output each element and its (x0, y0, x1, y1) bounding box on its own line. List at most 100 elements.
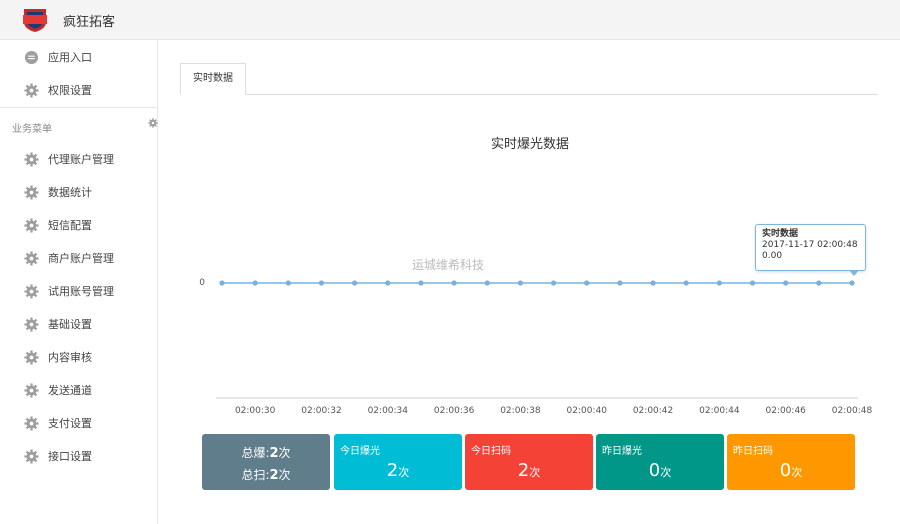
data-point[interactable] (318, 280, 325, 286)
sidebar-item-app-entry[interactable]: 应用入口 (0, 42, 157, 72)
sidebar-item-api-settings[interactable]: 接口设置 (0, 441, 157, 471)
card-label: 昨日扫码 (733, 446, 773, 457)
card-unit: 次 (660, 466, 672, 479)
data-point[interactable] (650, 280, 656, 286)
chart-title: 实时爆光数据 (490, 137, 569, 152)
sidebar-item-content-review[interactable]: 内容审核 (0, 342, 157, 372)
x-tick-label: 02:00:46 (765, 406, 806, 416)
sidebar-item-trial-accounts[interactable]: 试用账号管理 (0, 276, 157, 306)
data-point[interactable] (219, 280, 225, 286)
x-tick-label: 02:00:30 (235, 406, 276, 416)
data-point[interactable] (783, 280, 789, 286)
data-point[interactable] (816, 280, 822, 286)
total-exposure-unit: 次 (278, 446, 291, 460)
sidebar: 应用入口 权限设置 业务菜单 代理账户管理 数据统计 短信配置 商户账户管理 试… (0, 40, 158, 524)
gear-icon (24, 350, 39, 365)
total-scan-unit: 次 (278, 468, 291, 482)
data-point[interactable] (385, 280, 391, 286)
gear-icon (24, 284, 39, 299)
card-number: 0 (779, 460, 792, 481)
sidebar-item-permissions[interactable]: 权限设置 (0, 75, 157, 105)
card-number: 0 (648, 460, 661, 481)
sidebar-item-send-channel[interactable]: 发送通道 (0, 375, 157, 405)
today-scan-card: 今日扫码 2次 (465, 434, 593, 490)
x-tick-label: 02:00:42 (633, 406, 673, 416)
chat-bubble-icon (24, 50, 39, 65)
tooltip-value: 0.00 (762, 251, 783, 261)
card-number: 2 (517, 460, 530, 481)
sidebar-item-sms-config[interactable]: 短信配置 (0, 210, 157, 240)
tuoke-logo-icon[interactable] (22, 7, 48, 33)
sidebar-item-label: 商户账户管理 (48, 252, 114, 265)
data-point[interactable] (683, 280, 689, 286)
x-tick-label: 02:00:40 (567, 406, 608, 416)
data-point[interactable] (285, 280, 291, 286)
data-point[interactable] (584, 280, 590, 286)
watermark-text: 运城维希科技 (412, 258, 485, 272)
card-unit: 次 (791, 466, 803, 479)
gear-icon (24, 416, 39, 431)
brand-title: 疯狂拓客 (63, 15, 116, 30)
yesterday-exposure-card: 昨日爆光 0次 (596, 434, 724, 490)
tab-bar: 实时数据 (180, 63, 878, 95)
sidebar-item-label: 支付设置 (48, 417, 92, 430)
data-point[interactable] (252, 280, 258, 286)
sidebar-item-agent-accounts[interactable]: 代理账户管理 (0, 144, 157, 174)
today-exposure-card: 今日爆光 2次 (334, 434, 462, 490)
data-point[interactable] (517, 280, 524, 286)
x-tick-label: 02:00:32 (301, 406, 341, 416)
data-point[interactable] (849, 280, 855, 286)
gear-icon (24, 185, 39, 200)
sidebar-item-label: 基础设置 (48, 318, 92, 331)
sidebar-item-label: 试用账号管理 (48, 285, 114, 298)
gear-icon (24, 152, 39, 167)
sidebar-section-title: 业务菜单 (12, 124, 52, 135)
yesterday-scan-card: 昨日扫码 0次 (727, 434, 855, 490)
total-scan-label: 总扫: (241, 468, 270, 482)
sidebar-item-label: 权限设置 (48, 84, 92, 97)
total-exposure-value: 2 (269, 446, 279, 461)
gear-icon (24, 83, 39, 98)
gear-icon (24, 383, 39, 398)
card-number: 2 (386, 460, 399, 481)
data-point[interactable] (617, 280, 623, 286)
data-point[interactable] (352, 280, 358, 286)
section-settings-icon[interactable] (148, 118, 158, 128)
total-exposure-label: 总爆: (241, 446, 270, 460)
data-point[interactable] (484, 280, 490, 286)
sidebar-item-payment-settings[interactable]: 支付设置 (0, 408, 157, 438)
card-label: 昨日爆光 (602, 446, 642, 457)
card-value: 0次 (727, 460, 855, 481)
tab-realtime-data[interactable]: 实时数据 (180, 63, 246, 95)
tooltip-time: 2017-11-17 02:00:48 (762, 240, 858, 250)
total-scan: 总扫:2次 (202, 466, 330, 483)
x-tick-label: 02:00:44 (699, 406, 740, 416)
gear-icon (24, 218, 39, 233)
card-unit: 次 (398, 466, 410, 479)
x-tick-label: 02:00:38 (500, 406, 541, 416)
card-label: 今日扫码 (471, 446, 511, 457)
data-point[interactable] (716, 280, 722, 286)
gear-icon (24, 317, 39, 332)
chart-tooltip: 实时数据 2017-11-17 02:00:48 0.00 (755, 224, 866, 271)
gear-icon (24, 251, 39, 266)
sidebar-item-label: 代理账户管理 (48, 153, 114, 166)
data-point[interactable] (749, 280, 756, 286)
sidebar-item-label: 内容审核 (48, 351, 92, 364)
x-tick-label: 02:00:48 (832, 406, 873, 416)
y-tick-label: 0 (199, 278, 205, 288)
sidebar-item-label: 应用入口 (48, 51, 92, 64)
sidebar-item-statistics[interactable]: 数据统计 (0, 177, 157, 207)
data-point[interactable] (550, 280, 557, 286)
sidebar-item-basic-settings[interactable]: 基础设置 (0, 309, 157, 339)
data-point[interactable] (451, 280, 457, 286)
total-stats-card: 总爆:2次 总扫:2次 (202, 434, 330, 490)
total-scan-value: 2 (269, 468, 279, 483)
card-value: 0次 (596, 460, 724, 481)
top-bar: 疯狂拓客 (0, 0, 900, 40)
card-value: 2次 (465, 460, 593, 481)
sidebar-item-merchant-accounts[interactable]: 商户账户管理 (0, 243, 157, 273)
sidebar-item-label: 数据统计 (48, 186, 92, 199)
data-point[interactable] (418, 280, 424, 286)
x-tick-label: 02:00:36 (434, 406, 475, 416)
